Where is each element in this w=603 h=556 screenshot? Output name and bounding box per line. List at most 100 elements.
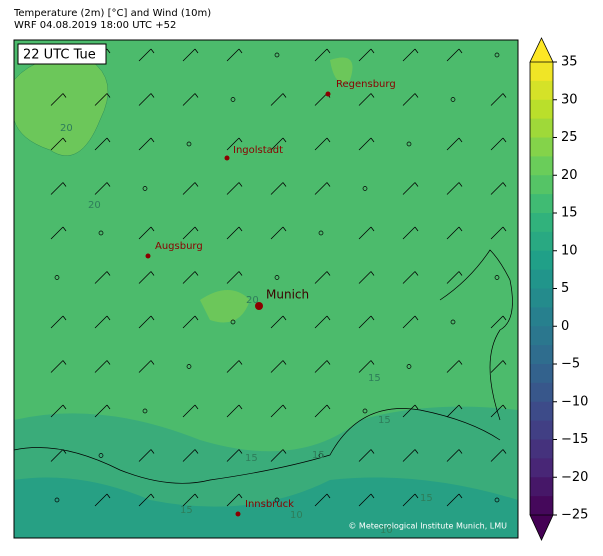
- barb: [182, 493, 196, 507]
- barb: [182, 404, 196, 418]
- colorbar-extend-bottom: [529, 514, 554, 541]
- credit: © Meteorological Institute Munich, LMU: [348, 522, 507, 531]
- barb: [402, 315, 416, 329]
- barb: [50, 404, 64, 418]
- colorbar-tick-label: −15: [561, 432, 588, 447]
- colorbar-tick-label: −5: [561, 357, 580, 372]
- city-label: Ingolstadt: [233, 145, 283, 156]
- colorbar-band: [530, 420, 553, 440]
- calm: [406, 141, 412, 147]
- colorbar-band: [530, 213, 553, 233]
- colorbar-band: [530, 99, 553, 120]
- colorbar-band: [530, 326, 553, 346]
- barb: [50, 449, 64, 462]
- barb-tick: [370, 93, 375, 98]
- barb-tick: [106, 404, 111, 410]
- barb: [182, 226, 196, 240]
- colorbar-tick-label: 5: [561, 281, 569, 296]
- barb-tick: [414, 315, 419, 321]
- barb-tick: [326, 315, 331, 321]
- barb: [138, 271, 152, 284]
- colorbar-band: [530, 307, 553, 327]
- map-frame: [13, 39, 519, 539]
- barb-tick: [458, 449, 463, 454]
- calm: [98, 453, 104, 458]
- city-dot: [255, 302, 263, 310]
- colorbar-band: [530, 288, 553, 308]
- barb-tick: [458, 226, 463, 232]
- barb: [358, 226, 372, 240]
- calm: [230, 97, 236, 102]
- barb-tick: [370, 493, 375, 499]
- city-label: Regensburg: [336, 79, 396, 90]
- barb: [94, 493, 108, 507]
- barb: [50, 137, 64, 151]
- barb-tick: [62, 404, 67, 410]
- barb-tick: [106, 271, 111, 276]
- calm: [274, 497, 280, 503]
- barb-tick: [414, 449, 419, 454]
- barb: [490, 182, 504, 195]
- barb: [446, 271, 460, 284]
- barb: [94, 315, 108, 329]
- barb: [490, 449, 504, 462]
- calm: [98, 230, 104, 236]
- city-dot: [325, 91, 331, 97]
- barb-tick: [150, 493, 155, 499]
- barb: [402, 48, 416, 62]
- barb: [226, 48, 240, 62]
- barb: [358, 449, 372, 462]
- calm: [274, 275, 280, 280]
- calm: [230, 319, 236, 325]
- calm: [142, 408, 148, 414]
- barb-tick: [414, 271, 419, 276]
- barb-tick: [502, 315, 507, 321]
- barb: [402, 182, 416, 195]
- barb-tick: [150, 137, 155, 143]
- barb-tick: [238, 137, 243, 143]
- barb: [94, 93, 108, 106]
- barb-tick: [150, 48, 155, 54]
- barb: [50, 360, 64, 373]
- barb-tick: [370, 271, 375, 276]
- calm: [450, 97, 456, 102]
- colorbar-tick-label: 20: [561, 168, 578, 183]
- barb: [182, 271, 196, 284]
- calm: [318, 453, 324, 458]
- barb-tick: [238, 493, 243, 499]
- barb: [182, 182, 196, 195]
- barb-tick: [458, 493, 463, 499]
- colorbar-band: [530, 364, 553, 384]
- colorbar-band: [530, 458, 553, 478]
- barb-tick: [62, 137, 67, 143]
- barb-tick: [326, 493, 331, 499]
- calm: [494, 497, 500, 503]
- barb: [270, 404, 284, 418]
- barb: [490, 315, 504, 329]
- barb-tick: [326, 182, 331, 187]
- barb: [446, 48, 460, 62]
- colorbar-tick-label: −20: [561, 470, 588, 485]
- colorbar-band: [530, 137, 553, 157]
- barb-tick: [194, 93, 199, 98]
- colorbar-band: [530, 345, 553, 365]
- barb-tick: [106, 182, 111, 187]
- barb: [490, 93, 504, 106]
- contour-label: 15: [368, 373, 381, 384]
- barb: [270, 137, 284, 151]
- colorbar-band: [530, 231, 553, 252]
- barb: [314, 271, 328, 284]
- calm: [362, 408, 368, 414]
- title-line: WRF 04.08.2019 18:00 UTC +52: [14, 20, 176, 31]
- barb: [270, 93, 284, 106]
- barb: [94, 404, 108, 418]
- barb-tick: [502, 404, 507, 410]
- barb: [314, 93, 328, 106]
- barb-tick: [326, 48, 331, 54]
- barb-tick: [150, 315, 155, 321]
- time-box: [17, 43, 107, 65]
- barb: [270, 449, 284, 462]
- barb-tick: [370, 48, 375, 54]
- calm: [318, 230, 324, 236]
- barb: [182, 449, 196, 462]
